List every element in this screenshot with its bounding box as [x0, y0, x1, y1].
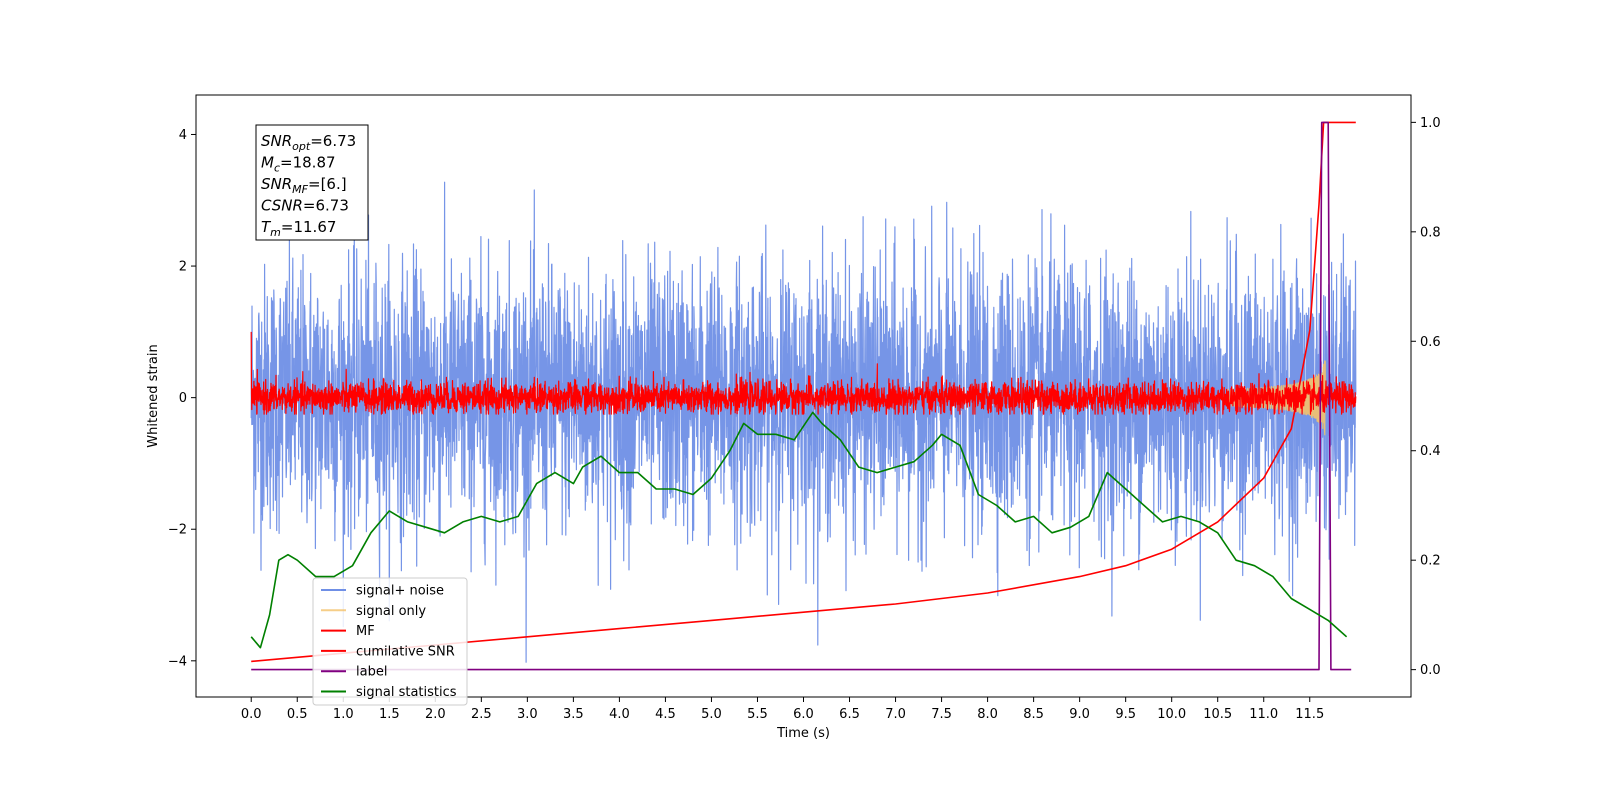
y2-tick-label: 0.2 [1420, 554, 1441, 569]
annotation-line: Mc=18.87 [261, 154, 336, 175]
x-tick-label: 5.0 [701, 707, 722, 722]
x-tick-label: 3.5 [563, 707, 584, 722]
annotation-box [255, 124, 369, 241]
x-tick-label: 3.0 [517, 707, 538, 722]
x-tick-label: 11.5 [1295, 707, 1324, 722]
x-tick-label: 11.0 [1249, 707, 1278, 722]
x-axis-label: Time (s) [776, 726, 830, 741]
x-tick-label: 0.0 [241, 707, 262, 722]
plot-lines [250, 121, 1357, 671]
x-tick-label: 9.5 [1115, 707, 1136, 722]
x-tick-label: 10.5 [1203, 707, 1232, 722]
series-cumilative-snr [251, 121, 1356, 663]
legend: signal+ noise signal only MF cumilative SNR… [312, 577, 468, 706]
x-tick-label: 4.0 [609, 707, 630, 722]
y2-tick-label: 0.8 [1420, 225, 1441, 240]
annotation-line: Tm=11.67 [261, 218, 336, 239]
y2-tick-label: 0.0 [1420, 663, 1441, 678]
y-tick-label: −4 [168, 654, 187, 669]
x-tick-label: 8.5 [1023, 707, 1044, 722]
x-tick-label: 1.5 [379, 707, 400, 722]
plot-area: 0.0 0.5 1.0 1.5 2.0 2.5 3.0 3.5 4.0 4.5 5.0 5.5 6.0 6… [168, 94, 1441, 722]
x-tick-label: 1.0 [333, 707, 354, 722]
x-tick-label: 4.5 [655, 707, 676, 722]
annotation-line: SNRMF=[6.] [261, 175, 347, 196]
y-tick-label: 0 [179, 391, 187, 406]
legend-signal-statistics-label: signal statistics [356, 685, 457, 700]
annotation-line: CSNR=6.73 [261, 197, 349, 215]
x-tick-label: 6.5 [839, 707, 860, 722]
x-tick-label: 8.0 [977, 707, 998, 722]
y2-tick-label: 1.0 [1420, 116, 1441, 131]
x-tick-label: 7.0 [885, 707, 906, 722]
x-tick-label: 2.5 [471, 707, 492, 722]
legend-box [312, 577, 468, 706]
y2-tick-label: 0.4 [1420, 444, 1441, 459]
series-mf [250, 331, 1357, 415]
x-tick-label: 0.5 [287, 707, 308, 722]
y-tick-label: 2 [179, 260, 187, 275]
x-tick-label: 5.5 [747, 707, 768, 722]
x-tick-label: 6.0 [793, 707, 814, 722]
legend-label-label: label [356, 665, 387, 680]
x-tick-label: 7.5 [931, 707, 952, 722]
series-label [251, 121, 1352, 671]
x-tick-label: 2.0 [425, 707, 446, 722]
x-tick-label: 9.0 [1069, 707, 1090, 722]
y-tick-label: 4 [179, 128, 187, 143]
legend-mf-label: MF [356, 624, 375, 639]
annotation-line: SNRopt=6.73 [261, 132, 356, 153]
legend-signal-noise-label: signal+ noise [356, 584, 444, 599]
y2-tick-label: 0.6 [1420, 335, 1441, 350]
y-tick-label: −2 [168, 523, 187, 538]
legend-cumilative-snr-label: cumilative SNR [356, 644, 455, 659]
x-tick-label: 10.0 [1157, 707, 1186, 722]
legend-signal-only-label: signal only [356, 604, 426, 619]
series-signal-statistics [250, 411, 1348, 649]
y-axis-label: Whitened strain [146, 344, 161, 447]
